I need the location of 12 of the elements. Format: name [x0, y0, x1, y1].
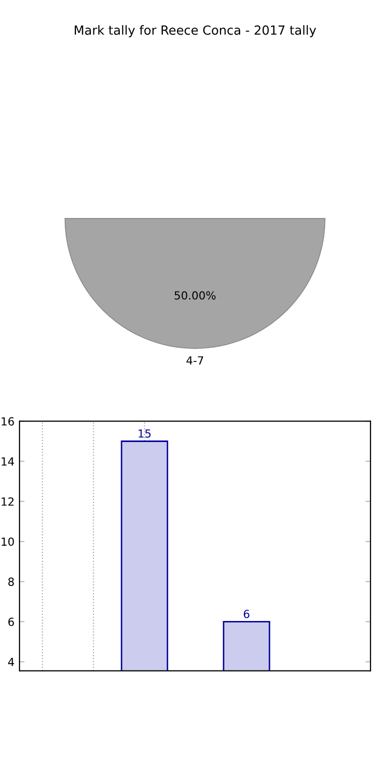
- y-tick-label: 8: [8, 578, 14, 586]
- data-label: 6: [244, 610, 250, 618]
- y-tick-label: 16: [2, 417, 14, 426]
- y-tick-label: 14: [2, 457, 14, 466]
- y-tick-label: 6: [8, 618, 14, 626]
- y-tick-label: 4: [8, 658, 14, 666]
- data-label: 50.00%: [174, 291, 216, 300]
- slice-label: 4-7: [186, 356, 204, 364]
- y-tick-label: 10: [2, 537, 14, 546]
- y-tick-label: 12: [2, 497, 14, 506]
- chart-title: Mark tally for Reece Conca - 2017 tally: [74, 25, 316, 38]
- data-label: 15: [138, 429, 151, 438]
